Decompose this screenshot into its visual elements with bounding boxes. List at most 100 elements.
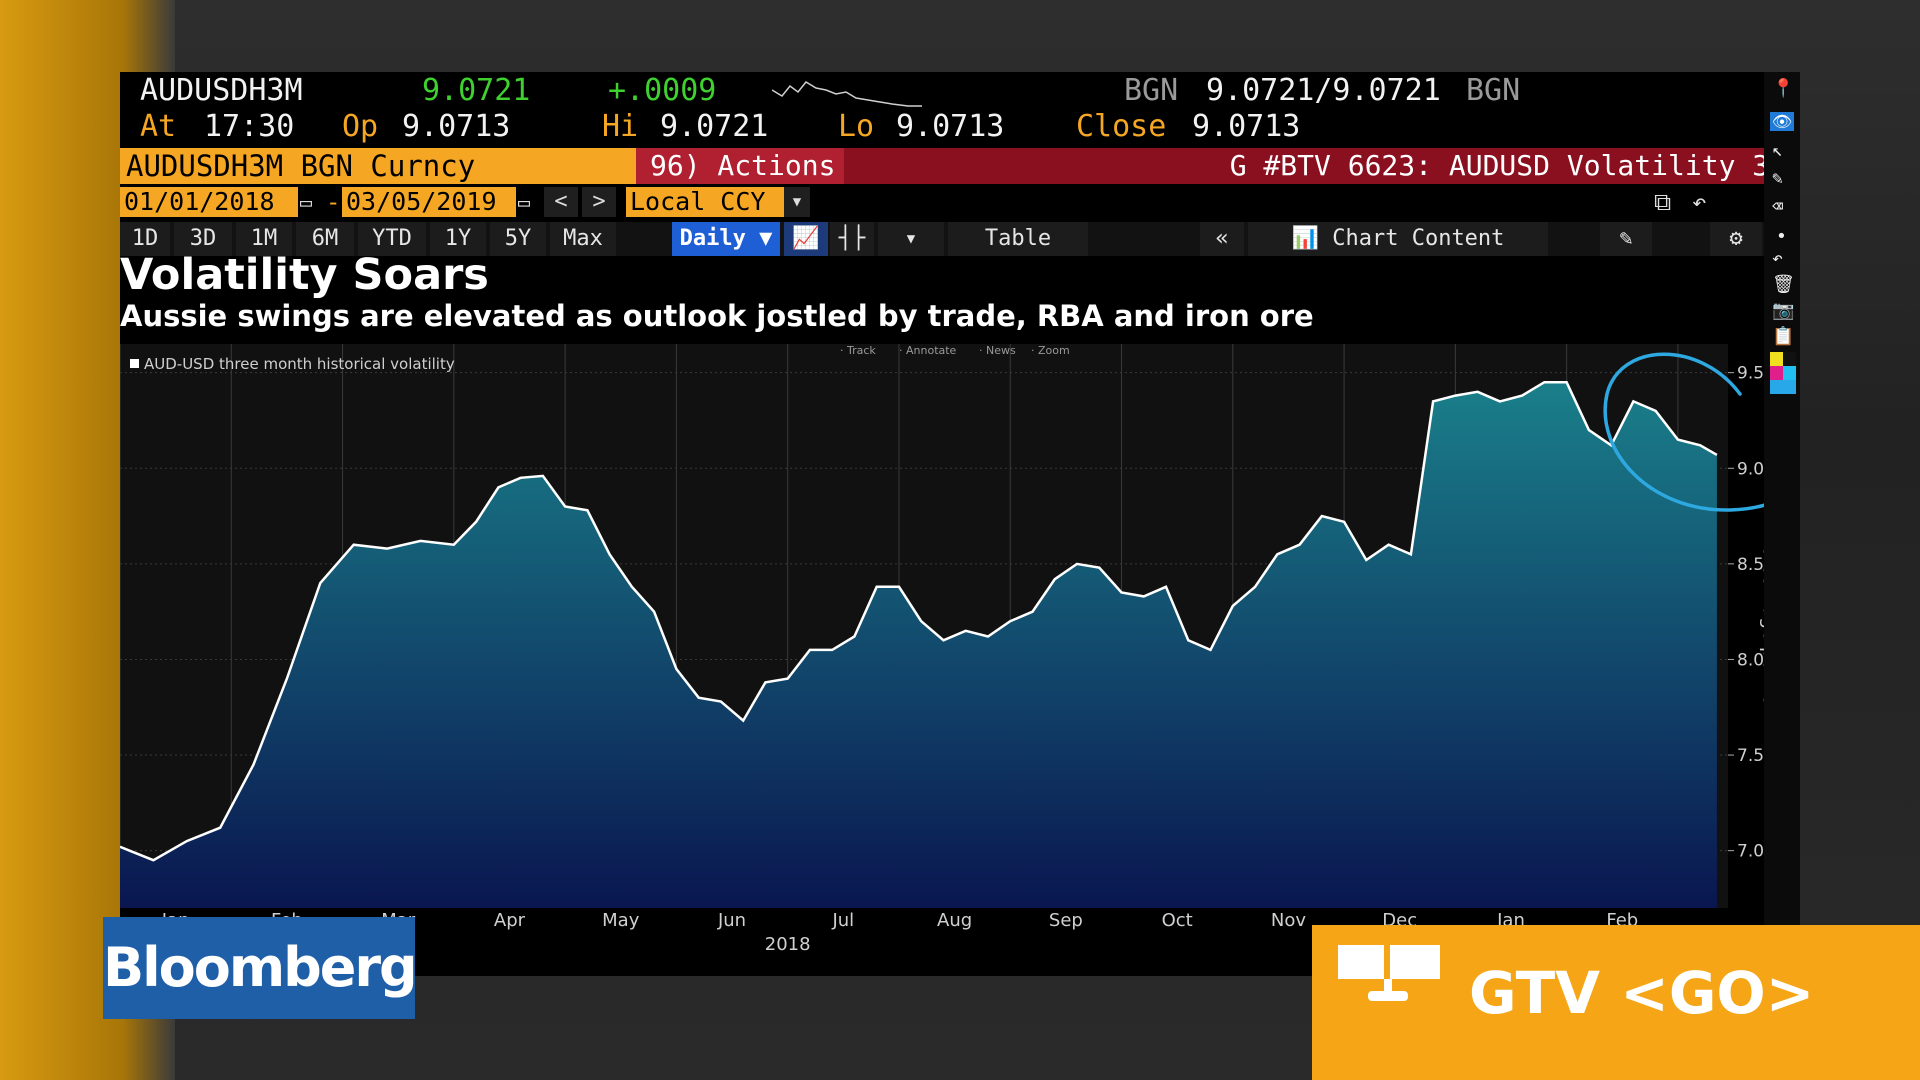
y-tick-label: 8.5 bbox=[1737, 555, 1764, 575]
y-tick-label: 9.5 bbox=[1737, 364, 1764, 384]
period-button-max[interactable]: Max bbox=[550, 222, 616, 256]
security-bar: AUDUSDH3M BGN Curncy 96) Actions ▼ G #BT… bbox=[120, 148, 1800, 184]
source-left: BGN bbox=[1124, 73, 1179, 108]
undo-icon[interactable]: ↶ bbox=[1772, 248, 1783, 269]
frequency-value: Daily bbox=[679, 226, 746, 251]
x-tick-label: Aug bbox=[937, 910, 972, 931]
open-label: Op bbox=[342, 109, 379, 144]
chevron-down-icon[interactable]: ▼ bbox=[878, 222, 944, 256]
actions-menu[interactable]: 96) Actions ▼ bbox=[636, 148, 862, 184]
last-price: 9.0721 bbox=[422, 73, 531, 108]
eraser-icon[interactable]: ⌫ bbox=[1772, 196, 1783, 217]
chart-tool-track[interactable]: · Track bbox=[840, 344, 876, 357]
line-chart-icon[interactable]: 📈 bbox=[784, 222, 828, 256]
period-button-5y[interactable]: 5Y bbox=[490, 222, 546, 256]
low-label: Lo bbox=[838, 109, 875, 144]
chart-title: Volatility Soars bbox=[120, 250, 489, 300]
ticker: AUDUSDH3M bbox=[140, 73, 303, 108]
camera-icon[interactable]: 📷 bbox=[1772, 300, 1795, 321]
x-tick-label: Jul bbox=[831, 910, 854, 931]
gtv-banner: GTV <GO> bbox=[1312, 925, 1920, 1080]
at-label: At bbox=[140, 109, 177, 144]
x-tick-label: Apr bbox=[494, 910, 526, 931]
price-change: +.0009 bbox=[608, 73, 717, 108]
actions-label: 96) Actions bbox=[650, 149, 836, 182]
presentation-icon[interactable]: ⧉ bbox=[1654, 188, 1672, 216]
undo-icon[interactable]: ↶ bbox=[1692, 188, 1707, 216]
chart-tool-annotate[interactable]: · Annotate bbox=[899, 344, 957, 357]
close-label: Close bbox=[1076, 109, 1167, 144]
eye-icon[interactable]: 👁 bbox=[1770, 112, 1794, 131]
chevron-down-icon: ▼ bbox=[759, 226, 773, 251]
chart-content-label: Chart Content bbox=[1332, 226, 1505, 251]
clipboard-icon[interactable]: 📋 bbox=[1772, 326, 1795, 347]
cursor-icon[interactable]: ↖ bbox=[1772, 140, 1783, 161]
start-date-field[interactable]: 01/01/2018 bbox=[120, 187, 298, 217]
period-button-1y[interactable]: 1Y bbox=[430, 222, 486, 256]
x-tick-label: Oct bbox=[1162, 910, 1193, 931]
pin-icon[interactable]: 📍 bbox=[1772, 78, 1795, 99]
dot-icon[interactable]: • bbox=[1776, 226, 1787, 247]
date-bar: 01/01/2018 ▭ - 03/05/2019 ▭ < > Local CC… bbox=[120, 186, 1800, 218]
end-date-field[interactable]: 03/05/2019 bbox=[342, 187, 516, 217]
frequency-select[interactable]: Daily ▼ bbox=[672, 222, 780, 256]
low-value: 9.0713 bbox=[896, 109, 1005, 144]
y-tick-label: 8.0 bbox=[1737, 650, 1764, 670]
x-tick-label: Nov bbox=[1271, 910, 1306, 931]
chart-tool-zoom[interactable]: · Zoom bbox=[1031, 344, 1070, 357]
open-value: 9.0713 bbox=[402, 109, 511, 144]
gear-icon[interactable]: ⚙ bbox=[1710, 222, 1762, 256]
period-toolbar: 1D 3D 1M 6M YTD 1Y 5Y Max Daily ▼ 📈 ┤├ ▼ Table … bbox=[120, 222, 1800, 256]
at-time: 17:30 bbox=[204, 109, 295, 144]
edit-icon[interactable]: ✎ bbox=[1600, 222, 1652, 256]
period-button-ytd[interactable]: YTD bbox=[358, 222, 426, 256]
currency-value: Local CCY bbox=[630, 187, 766, 216]
next-range-button[interactable]: > bbox=[582, 187, 616, 217]
collapse-button[interactable]: « bbox=[1200, 222, 1244, 256]
y-axis-label: Percentage points bbox=[1759, 534, 1764, 705]
period-button-3d[interactable]: 3D bbox=[174, 222, 232, 256]
chevron-down-icon[interactable]: ▼ bbox=[784, 187, 810, 217]
chart-name: G #BTV 6623: AUDUSD Volatility 3M bbox=[844, 148, 1800, 184]
ohlc-row: At 17:30 Op 9.0713 Hi 9.0721 Lo 9.0713 C… bbox=[120, 110, 1800, 144]
period-button-1d[interactable]: 1D bbox=[120, 222, 170, 256]
chart-icon: 📊 bbox=[1291, 226, 1319, 251]
period-button-6m[interactable]: 6M bbox=[296, 222, 354, 256]
gtv-label: GTV <GO> bbox=[1469, 959, 1815, 1027]
bar-chart-icon[interactable]: ┤├ bbox=[830, 222, 874, 256]
high-label: Hi bbox=[602, 109, 639, 144]
date-separator: - bbox=[326, 188, 341, 216]
start-date: 01/01/2018 bbox=[124, 187, 275, 216]
security-field[interactable]: AUDUSDH3M BGN Curncy bbox=[120, 148, 636, 184]
high-value: 9.0721 bbox=[660, 109, 769, 144]
y-tick-label: 9.0 bbox=[1737, 459, 1764, 479]
calendar-icon[interactable]: ▭ bbox=[300, 190, 313, 214]
color-palette-icon[interactable] bbox=[1770, 352, 1796, 394]
period-button-1m[interactable]: 1M bbox=[236, 222, 292, 256]
annotation-circle bbox=[1603, 352, 1764, 512]
quote-row: AUDUSDH3M 9.0721 +.0009 BGN 9.0721/9.072… bbox=[120, 74, 1800, 108]
bid-ask: 9.0721/9.0721 bbox=[1206, 73, 1441, 108]
prev-range-button[interactable]: < bbox=[544, 187, 578, 217]
calendar-icon[interactable]: ▭ bbox=[518, 190, 531, 214]
series-area bbox=[120, 382, 1717, 908]
monitor-icon bbox=[1338, 945, 1440, 1001]
table-button[interactable]: Table bbox=[948, 222, 1088, 256]
close-value: 9.0713 bbox=[1192, 109, 1301, 144]
chart-content-button[interactable]: 📊 Chart Content bbox=[1248, 222, 1548, 256]
x-axis-year-label: 2018 bbox=[765, 934, 811, 955]
sparkline bbox=[772, 81, 922, 107]
bloomberg-logo: Bloomberg bbox=[103, 917, 418, 1019]
y-tick-label: 7.0 bbox=[1737, 842, 1764, 862]
x-tick-label: May bbox=[602, 910, 640, 931]
x-tick-label: Sep bbox=[1049, 910, 1083, 931]
legend-entry: AUD-USD three month historical volatilit… bbox=[144, 355, 455, 373]
currency-select[interactable]: Local CCY bbox=[626, 187, 784, 217]
pencil-icon[interactable]: ✎ bbox=[1772, 168, 1783, 189]
source-right: BGN bbox=[1466, 73, 1521, 108]
end-date: 03/05/2019 bbox=[346, 187, 497, 216]
terminal-window: AUDUSDH3M 9.0721 +.0009 BGN 9.0721/9.072… bbox=[120, 72, 1800, 976]
trash-icon[interactable]: 🗑 bbox=[1772, 274, 1795, 295]
chart-tool-news[interactable]: · News bbox=[979, 344, 1016, 357]
